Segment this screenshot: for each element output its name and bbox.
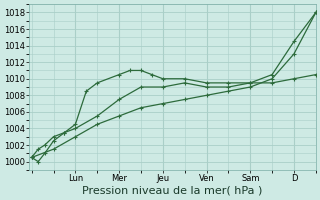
X-axis label: Pression niveau de la mer( hPa ): Pression niveau de la mer( hPa ): [83, 186, 263, 196]
